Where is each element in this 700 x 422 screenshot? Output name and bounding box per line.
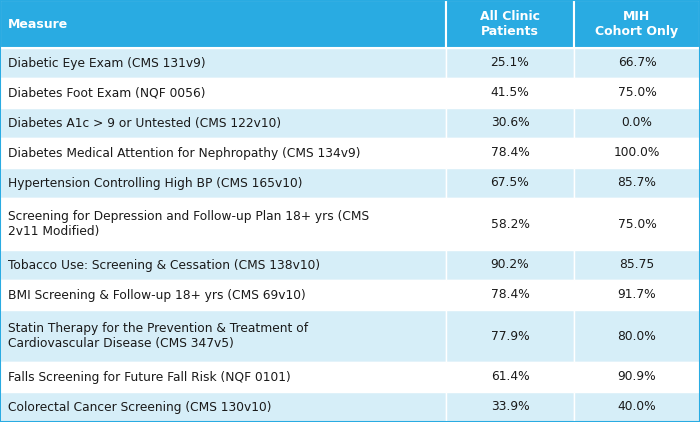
Bar xyxy=(0,0,446,48)
Bar xyxy=(446,168,574,198)
Text: Tobacco Use: Screening & Cessation (CMS 138v10): Tobacco Use: Screening & Cessation (CMS … xyxy=(8,259,320,271)
Text: 90.9%: 90.9% xyxy=(617,371,657,384)
Bar xyxy=(574,310,700,362)
Text: 77.9%: 77.9% xyxy=(491,330,529,343)
Text: Diabetes Foot Exam (NQF 0056): Diabetes Foot Exam (NQF 0056) xyxy=(8,87,206,100)
Bar xyxy=(446,108,574,138)
Bar xyxy=(0,138,446,168)
Bar xyxy=(446,250,574,280)
Text: 61.4%: 61.4% xyxy=(491,371,529,384)
Bar xyxy=(0,198,446,250)
Text: 90.2%: 90.2% xyxy=(491,259,529,271)
Bar xyxy=(446,198,574,250)
Bar xyxy=(0,310,446,362)
Text: 100.0%: 100.0% xyxy=(614,146,660,160)
Bar xyxy=(574,138,700,168)
Bar xyxy=(574,250,700,280)
Text: BMI Screening & Follow-up 18+ yrs (CMS 69v10): BMI Screening & Follow-up 18+ yrs (CMS 6… xyxy=(8,289,306,301)
Bar xyxy=(574,392,700,422)
Bar xyxy=(0,280,446,310)
Text: Diabetic Eye Exam (CMS 131v9): Diabetic Eye Exam (CMS 131v9) xyxy=(8,57,206,70)
Bar xyxy=(446,310,574,362)
Text: 25.1%: 25.1% xyxy=(491,57,529,70)
Text: 40.0%: 40.0% xyxy=(617,400,657,414)
Text: 85.75: 85.75 xyxy=(620,259,654,271)
Bar xyxy=(446,280,574,310)
Text: 75.0%: 75.0% xyxy=(617,217,657,230)
Text: 67.5%: 67.5% xyxy=(491,176,529,189)
Text: 85.7%: 85.7% xyxy=(617,176,657,189)
Bar xyxy=(0,362,446,392)
Bar xyxy=(0,48,446,78)
Text: Measure: Measure xyxy=(8,17,69,30)
Bar xyxy=(0,168,446,198)
Text: Hypertension Controlling High BP (CMS 165v10): Hypertension Controlling High BP (CMS 16… xyxy=(8,176,302,189)
Text: MIH
Cohort Only: MIH Cohort Only xyxy=(596,10,678,38)
Bar xyxy=(574,198,700,250)
Text: 41.5%: 41.5% xyxy=(491,87,529,100)
Bar xyxy=(446,0,574,48)
Bar xyxy=(574,280,700,310)
Bar xyxy=(446,392,574,422)
Bar xyxy=(446,138,574,168)
Bar xyxy=(574,168,700,198)
Bar xyxy=(574,0,700,48)
Bar xyxy=(0,78,446,108)
Text: Colorectal Cancer Screening (CMS 130v10): Colorectal Cancer Screening (CMS 130v10) xyxy=(8,400,272,414)
Text: 75.0%: 75.0% xyxy=(617,87,657,100)
Bar xyxy=(574,362,700,392)
Text: 66.7%: 66.7% xyxy=(617,57,657,70)
Bar xyxy=(574,108,700,138)
Text: All Clinic
Patients: All Clinic Patients xyxy=(480,10,540,38)
Bar xyxy=(446,362,574,392)
Bar xyxy=(0,250,446,280)
Text: 30.6%: 30.6% xyxy=(491,116,529,130)
Text: Falls Screening for Future Fall Risk (NQF 0101): Falls Screening for Future Fall Risk (NQ… xyxy=(8,371,290,384)
Bar xyxy=(446,78,574,108)
Bar xyxy=(0,392,446,422)
Text: 91.7%: 91.7% xyxy=(617,289,657,301)
Bar xyxy=(0,108,446,138)
Bar xyxy=(446,48,574,78)
Text: 33.9%: 33.9% xyxy=(491,400,529,414)
Text: Statin Therapy for the Prevention & Treatment of
Cardiovascular Disease (CMS 347: Statin Therapy for the Prevention & Trea… xyxy=(8,322,308,350)
Text: Screening for Depression and Follow-up Plan 18+ yrs (CMS
2v11 Modified): Screening for Depression and Follow-up P… xyxy=(8,210,369,238)
Text: 78.4%: 78.4% xyxy=(491,289,529,301)
Text: Diabetes Medical Attention for Nephropathy (CMS 134v9): Diabetes Medical Attention for Nephropat… xyxy=(8,146,360,160)
Text: Diabetes A1c > 9 or Untested (CMS 122v10): Diabetes A1c > 9 or Untested (CMS 122v10… xyxy=(8,116,281,130)
Bar xyxy=(574,48,700,78)
Text: 78.4%: 78.4% xyxy=(491,146,529,160)
Bar xyxy=(574,78,700,108)
Text: 0.0%: 0.0% xyxy=(622,116,652,130)
Text: 80.0%: 80.0% xyxy=(617,330,657,343)
Text: 58.2%: 58.2% xyxy=(491,217,529,230)
